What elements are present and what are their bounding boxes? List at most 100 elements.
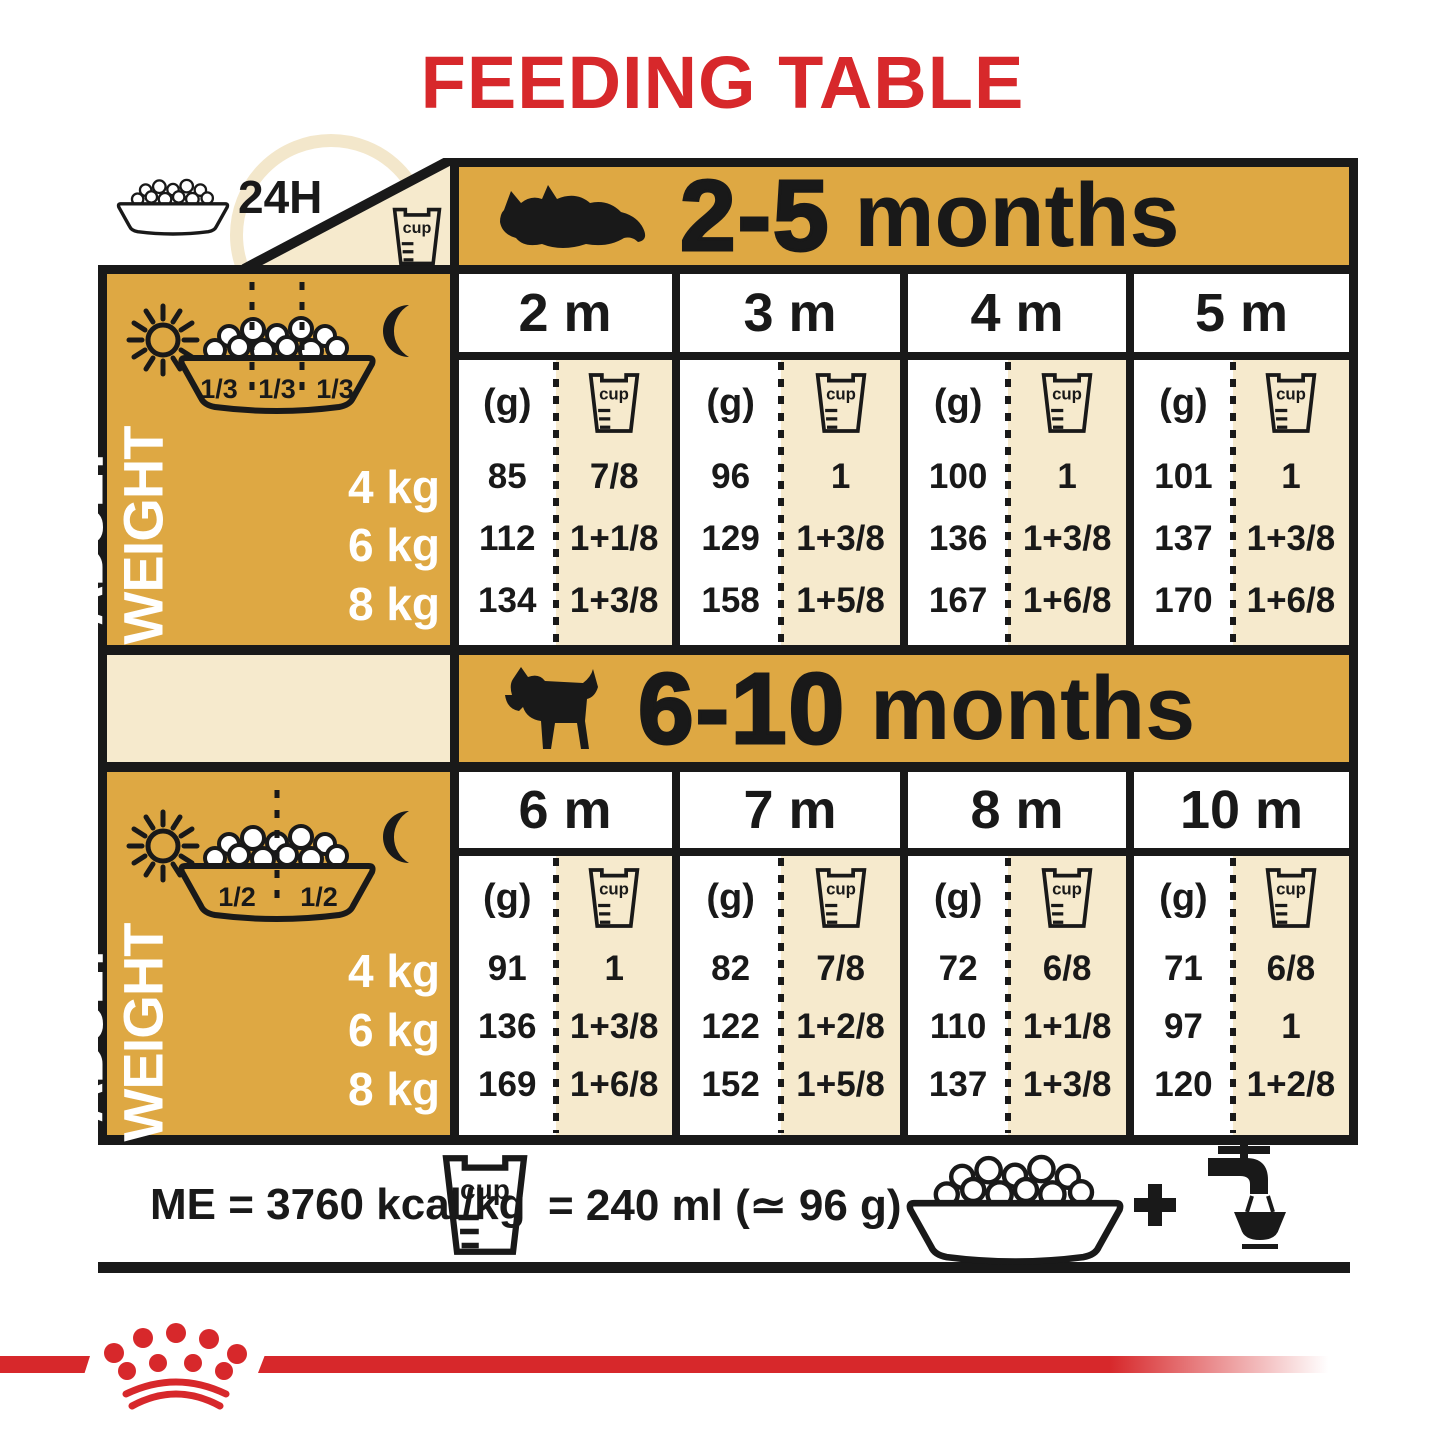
weight-row-label: 4 kg xyxy=(347,461,440,513)
measuring-cup-icon: cup xyxy=(1265,373,1317,433)
section2-header-cell xyxy=(459,655,1349,762)
cup-icon: cup xyxy=(586,866,642,930)
page-title: FEEDING TABLE xyxy=(420,41,1025,124)
grams-value: 152 xyxy=(701,1065,760,1104)
cup-icon: cup xyxy=(1263,371,1319,435)
moon-icon xyxy=(383,305,409,357)
dotted-divider xyxy=(1005,858,1012,1133)
cup-value: 1+2/8 xyxy=(1246,1065,1336,1104)
brand-stripe-left xyxy=(0,1356,90,1373)
svg-text:1/3: 1/3 xyxy=(316,374,354,404)
cup-value: 1 xyxy=(1281,457,1301,496)
weight-row-label: 6 kg xyxy=(347,1004,440,1056)
cup-value: 1+6/8 xyxy=(1022,581,1112,620)
month-header: 10 m xyxy=(1179,780,1304,840)
grams-value: 158 xyxy=(701,581,760,620)
cup-value: 1+1/8 xyxy=(569,519,659,558)
measuring-cup-icon: cup xyxy=(1265,868,1317,928)
grams-value: 85 xyxy=(487,457,527,496)
border-sidebar xyxy=(450,158,459,1145)
grams-unit: (g) xyxy=(933,381,983,424)
moon-icon xyxy=(383,811,409,863)
border-h4 xyxy=(98,762,1358,772)
grams-value: 129 xyxy=(701,519,760,558)
grams-value: 169 xyxy=(478,1065,537,1104)
sun-icon xyxy=(126,303,200,377)
svg-text:cup: cup xyxy=(1276,879,1306,898)
grams-value: 100 xyxy=(928,457,988,496)
royal-canin-crown-logo xyxy=(104,1323,247,1410)
adult-weight-label: ADULT WEIGHT xyxy=(51,923,175,1142)
grams-value: 112 xyxy=(478,519,536,558)
dotted-divider xyxy=(553,858,560,1133)
cup-column-bg xyxy=(1232,856,1349,1135)
kibble-bowl-icon xyxy=(905,1146,1125,1267)
cup-column-bg xyxy=(556,360,672,645)
measuring-cup-icon: cup xyxy=(1041,373,1093,433)
cup-icon: cup xyxy=(586,371,642,435)
grams-unit: (g) xyxy=(706,381,755,424)
cup-value: 7/8 xyxy=(589,457,639,496)
border-h1 xyxy=(98,265,1358,274)
cup-value: 6/8 xyxy=(1266,949,1316,988)
col-divider xyxy=(1126,772,1134,1135)
measuring-cup-icon: cup xyxy=(1041,868,1093,928)
measuring-cup-icon: cup xyxy=(815,373,867,433)
measuring-cup-icon: cup xyxy=(588,868,640,928)
month-header: 7 m xyxy=(743,780,837,840)
cup-value: 1+6/8 xyxy=(569,1065,659,1104)
cup-icon: cup xyxy=(1039,866,1095,930)
grams-unit: (g) xyxy=(482,876,532,919)
grams-value: 91 xyxy=(487,949,527,988)
grams-value: 82 xyxy=(711,949,751,988)
grams-value: 170 xyxy=(1154,581,1213,620)
dotted-divider xyxy=(778,858,785,1133)
svg-text:1/2: 1/2 xyxy=(300,882,338,912)
cup-icon: cup xyxy=(437,1152,533,1258)
feeding-column-5m: (g) cup 101 1 137 1+3/8 170 1+6/8 xyxy=(1134,360,1349,645)
dotted-divider xyxy=(553,362,560,643)
cup-icon: cup xyxy=(813,371,869,435)
cup-column-bg xyxy=(1008,360,1126,645)
col-divider xyxy=(900,772,908,1135)
24h-label: 24H xyxy=(238,171,323,223)
bowl-halves-icon: 1/2 1/2 xyxy=(178,790,376,922)
dotted-divider xyxy=(778,362,785,643)
dotted-divider xyxy=(1229,858,1236,1133)
age-range: 2-5 xyxy=(679,160,831,272)
dotted-divider xyxy=(1005,362,1012,643)
weight-row-label: 8 kg xyxy=(347,578,440,630)
cup-column-bg xyxy=(781,856,900,1135)
svg-text:1/3: 1/3 xyxy=(258,374,296,404)
grams-value: 96 xyxy=(711,457,751,496)
cup-value: 1 xyxy=(1281,1007,1301,1046)
section1-age-header: 2-5 months xyxy=(490,160,1350,272)
grams-unit: (g) xyxy=(706,876,755,919)
cup-value: 1 xyxy=(830,457,851,496)
footer-rule xyxy=(98,1262,1350,1273)
cup-value: 1+3/8 xyxy=(569,1007,659,1046)
puppy-lying-icon xyxy=(500,185,646,248)
month-header: 5 m xyxy=(1194,283,1289,343)
cup-value: 1 xyxy=(604,949,624,988)
kibble-bowl-icon xyxy=(116,174,230,237)
cup-value: 1+3/8 xyxy=(1246,519,1336,558)
grams-value: 134 xyxy=(478,581,537,620)
grams-value: 97 xyxy=(1163,1007,1203,1046)
cup-value: 1 xyxy=(1057,457,1077,496)
measuring-cup-icon: cup xyxy=(588,373,640,433)
grams-value: 120 xyxy=(1154,1065,1213,1104)
measuring-cup-icon: cup xyxy=(442,1155,528,1255)
border-left xyxy=(98,265,107,1145)
water-tap-icon xyxy=(1208,1140,1286,1249)
bowl-thirds-icon: 1/3 1/3 1/3 xyxy=(178,282,376,414)
age-unit: months xyxy=(870,658,1196,759)
cup-value: 1+1/8 xyxy=(1022,1007,1112,1046)
col-divider xyxy=(672,772,680,1135)
measuring-cup-icon: cup xyxy=(815,868,867,928)
age-range: 6-10 xyxy=(636,652,847,765)
grams-value: 167 xyxy=(928,581,988,620)
feeding-column-8m: (g) cup 72 6/8 110 1+1/8 137 1+3/8 xyxy=(908,856,1126,1135)
cup-value: 1+3/8 xyxy=(796,519,885,558)
